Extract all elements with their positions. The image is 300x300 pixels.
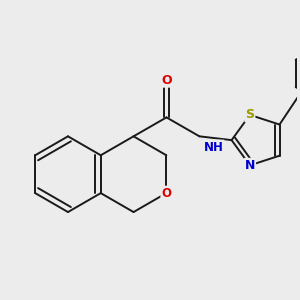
Text: NH: NH	[204, 140, 224, 154]
Text: S: S	[245, 108, 254, 122]
Text: O: O	[161, 187, 171, 200]
Text: O: O	[161, 74, 172, 87]
Text: N: N	[245, 159, 255, 172]
